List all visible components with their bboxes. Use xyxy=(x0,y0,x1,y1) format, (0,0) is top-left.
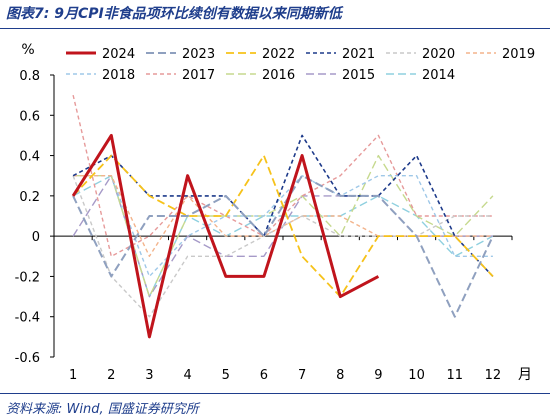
x-tick-label: 11 xyxy=(446,368,463,383)
y-tick-label: -0.2 xyxy=(15,270,40,285)
x-tick-label: 2 xyxy=(107,368,115,383)
y-tick-label: 0.8 xyxy=(19,69,40,84)
title-divider xyxy=(0,28,550,29)
series-line-2021 xyxy=(72,134,494,277)
legend-label-2018: 2018 xyxy=(102,68,135,83)
source-note: 资料来源: Wind, 国盛证券研究所 xyxy=(6,402,199,417)
x-tick-label: 6 xyxy=(260,368,268,383)
series-line-2017 xyxy=(72,94,493,257)
x-tick-label: 4 xyxy=(183,368,191,383)
legend-label-2021: 2021 xyxy=(342,47,375,62)
legend-label-2019: 2019 xyxy=(502,47,535,62)
legend-label-2017: 2017 xyxy=(182,68,215,83)
series-line-2024 xyxy=(71,133,380,339)
series-line-2022 xyxy=(72,154,494,298)
legend-label-2022: 2022 xyxy=(262,47,295,62)
x-tick-label: 8 xyxy=(336,368,344,383)
legend-label-2016: 2016 xyxy=(262,68,295,83)
x-tick-label: 10 xyxy=(408,368,425,383)
x-axis-unit-label: 月 xyxy=(518,367,532,383)
y-tick-label: -0.4 xyxy=(15,311,40,326)
y-tick-label: 0.4 xyxy=(19,150,40,165)
legend-label-2020: 2020 xyxy=(422,47,455,62)
series-line-2018 xyxy=(73,175,493,278)
x-tick-label: 3 xyxy=(145,368,153,383)
legend-label-2024: 2024 xyxy=(102,47,135,62)
legend-label-2014: 2014 xyxy=(422,68,455,83)
x-tick-label: 1 xyxy=(69,368,77,383)
axes: -0.6-0.4-0.200.20.40.60.81 2 3 4 5 6 7 8 9 10 11 12 xyxy=(15,69,513,383)
x-tick-label: 12 xyxy=(485,368,502,383)
y-tick-label: -0.6 xyxy=(15,351,40,366)
y-axis-label: % xyxy=(21,42,34,58)
legend: 2024 2023 2022 2021 2020 2019 2018 2017 2016 2015… xyxy=(66,47,535,83)
y-tick-label: 0 xyxy=(32,230,40,245)
source-divider xyxy=(0,393,550,394)
series-line-2019 xyxy=(73,175,493,257)
line-chart: % 月 -0.6-0.4-0.200.20.40.60.81 2 3 4 5 6 7 8 9 10… xyxy=(15,42,535,383)
y-tick-label: 0.2 xyxy=(19,190,40,205)
x-tick-label: 7 xyxy=(298,368,306,383)
series-line-2023 xyxy=(72,174,494,318)
series-layer xyxy=(71,94,494,339)
chart-title: 图表7: 9月CPI非食品项环比续创有数据以来同期新低 xyxy=(6,6,342,22)
x-tick-label: 9 xyxy=(374,368,382,383)
y-tick-label: 0.6 xyxy=(19,109,40,124)
legend-label-2023: 2023 xyxy=(182,47,215,62)
x-tick-label: 5 xyxy=(222,368,230,383)
series-line-2020 xyxy=(72,175,493,318)
legend-label-2015: 2015 xyxy=(342,68,375,83)
